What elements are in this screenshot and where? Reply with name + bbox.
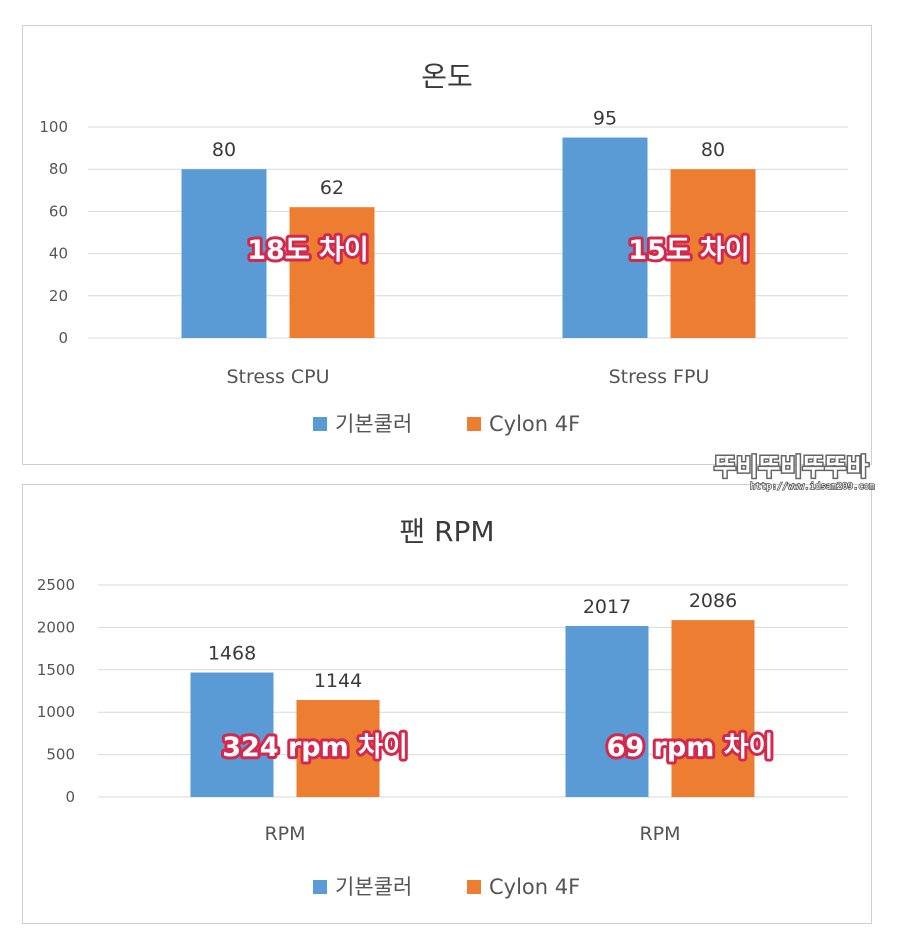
temperature-bar-chart: 온도 0 20 40 60 80 100 80 62 Stress CPU 18도 차이 95 80 St… bbox=[39, 60, 848, 436]
legend-entry: Cylon 4F bbox=[489, 412, 580, 436]
data-label: 80 bbox=[701, 139, 725, 161]
legend-entry: 기본쿨러 bbox=[335, 875, 412, 899]
y-tick-label: 40 bbox=[49, 245, 68, 263]
data-label: 1144 bbox=[314, 670, 362, 692]
legend-entry: Cylon 4F bbox=[489, 875, 580, 899]
fan-rpm-chart-panel: 팬 RPM 0 500 1000 1500 2000 2500 1468 1144 RPM 324 … bbox=[22, 484, 872, 924]
data-label: 62 bbox=[320, 177, 344, 199]
bar-series-2 bbox=[296, 699, 380, 797]
difference-annotation: 69 rpm 차이 bbox=[607, 732, 774, 763]
data-label: 2017 bbox=[583, 596, 631, 618]
y-tick-label: 2500 bbox=[37, 576, 75, 594]
temperature-chart-panel: 온도 0 20 40 60 80 100 80 62 Stress CPU 18도 차이 95 80 St… bbox=[22, 25, 872, 465]
x-category-label: RPM bbox=[264, 823, 305, 845]
bar-series-2 bbox=[670, 169, 756, 338]
y-tick-label: 100 bbox=[39, 118, 68, 136]
legend-entry: 기본쿨러 bbox=[335, 412, 412, 436]
x-category-label: Stress FPU bbox=[609, 366, 710, 388]
y-tick-label: 20 bbox=[49, 287, 68, 305]
difference-annotation: 324 rpm 차이 bbox=[222, 732, 408, 763]
legend-swatch bbox=[313, 880, 327, 894]
fan-rpm-bar-chart: 팬 RPM 0 500 1000 1500 2000 2500 1468 1144 RPM 324 … bbox=[37, 515, 848, 899]
y-tick-label: 0 bbox=[65, 788, 75, 806]
legend-swatch bbox=[313, 417, 327, 431]
bar-series-2 bbox=[289, 207, 375, 338]
bar-series-1 bbox=[565, 625, 649, 797]
watermark-logo: 뚜비뚜비뚜뚜바 http://www.idsam209.com bbox=[712, 447, 896, 493]
y-tick-label: 2000 bbox=[37, 618, 75, 636]
data-label: 95 bbox=[593, 108, 617, 130]
chart-title: 온도 bbox=[421, 60, 473, 93]
chart-title: 팬 RPM bbox=[399, 515, 494, 548]
data-label: 1468 bbox=[208, 643, 256, 665]
bar-series-2 bbox=[671, 620, 755, 797]
difference-annotation: 15도 차이 bbox=[628, 235, 750, 266]
y-tick-label: 0 bbox=[58, 329, 68, 347]
y-tick-label: 500 bbox=[46, 746, 75, 764]
legend-swatch bbox=[467, 880, 481, 894]
y-tick-label: 60 bbox=[49, 202, 68, 220]
x-category-label: RPM bbox=[639, 823, 680, 845]
x-category-label: Stress CPU bbox=[226, 366, 329, 388]
bar-series-1 bbox=[190, 672, 274, 797]
data-label: 2086 bbox=[689, 590, 737, 612]
bar-series-1 bbox=[562, 137, 648, 338]
legend-swatch bbox=[467, 417, 481, 431]
watermark-text: 뚜비뚜비뚜뚜바 bbox=[714, 453, 869, 481]
y-tick-label: 1500 bbox=[37, 661, 75, 679]
bar-series-1 bbox=[181, 169, 267, 338]
data-label: 80 bbox=[212, 139, 236, 161]
y-tick-label: 1000 bbox=[37, 703, 75, 721]
watermark-url: http://www.idsam209.com bbox=[750, 482, 875, 492]
difference-annotation: 18도 차이 bbox=[247, 235, 369, 266]
y-tick-label: 80 bbox=[49, 160, 68, 178]
